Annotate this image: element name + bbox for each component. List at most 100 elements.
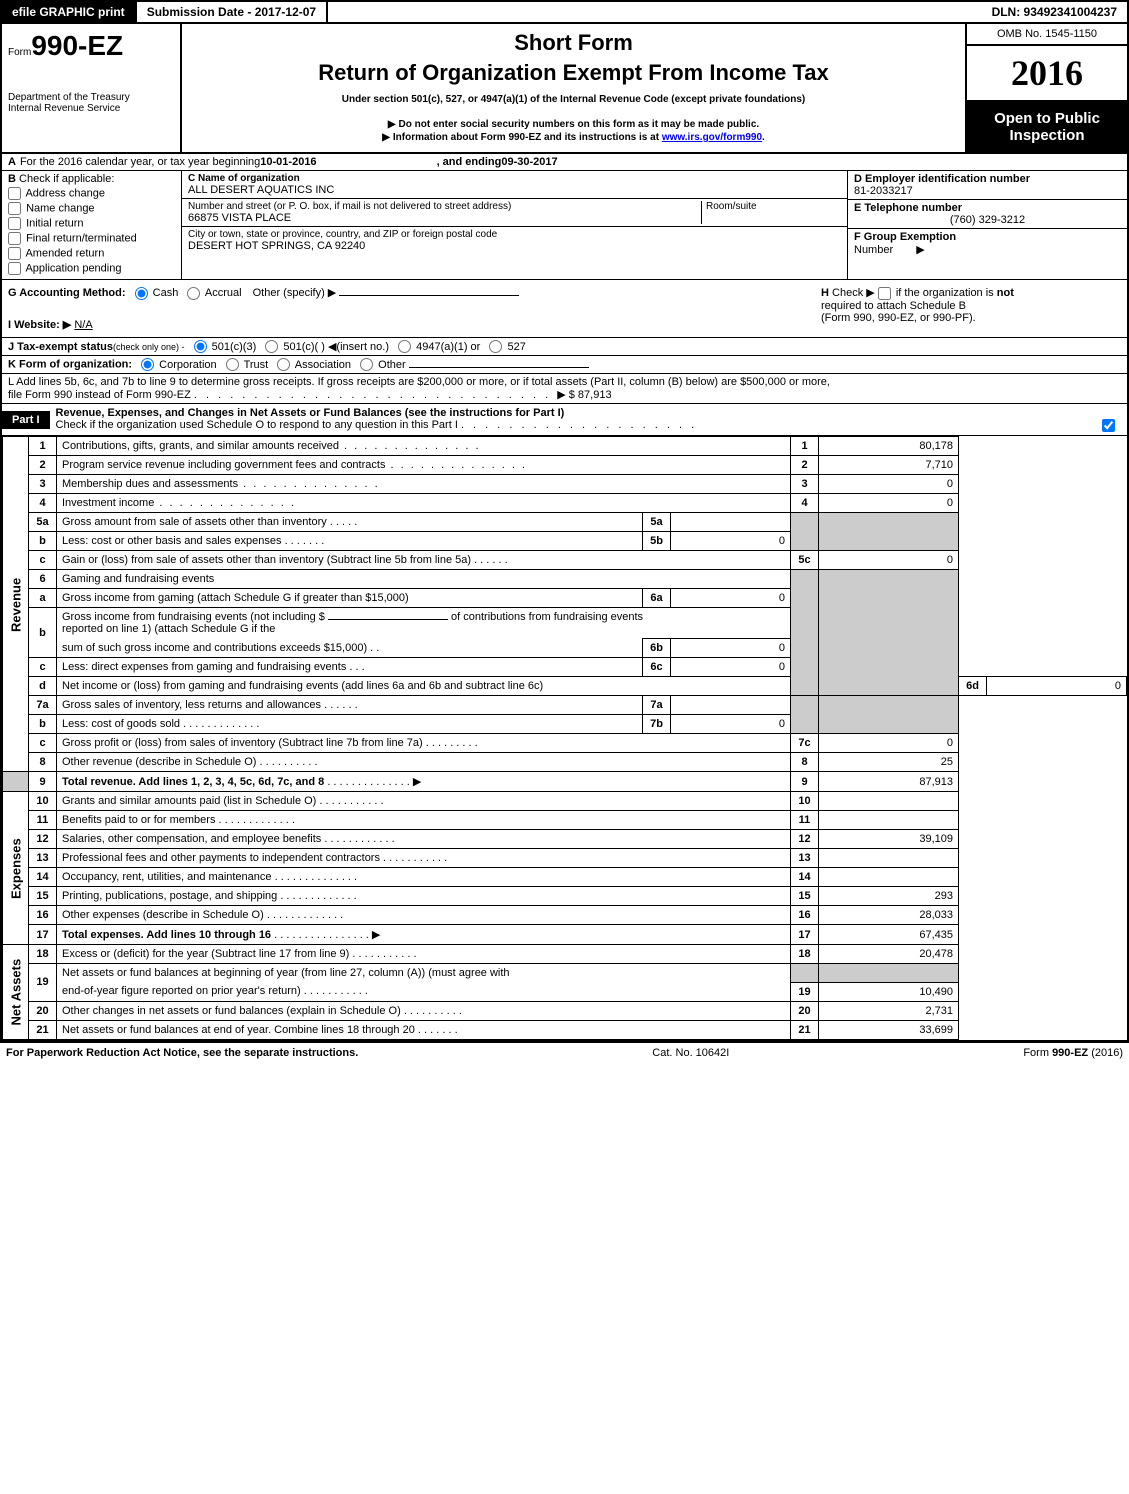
chk-address-change[interactable]: Address change bbox=[8, 187, 175, 200]
chk-initial-return[interactable]: Initial return bbox=[8, 217, 175, 230]
num-10: 10 bbox=[791, 792, 819, 811]
a-pre: For the 2016 calendar year, or tax year … bbox=[20, 156, 260, 168]
section-a: A For the 2016 calendar year, or tax yea… bbox=[2, 152, 1127, 170]
radio-cash[interactable]: Cash bbox=[129, 287, 179, 299]
num-15: 15 bbox=[791, 887, 819, 906]
desc-7a: Gross sales of inventory, less returns a… bbox=[62, 699, 321, 711]
radio-trust[interactable]: Trust bbox=[220, 359, 269, 371]
j-527-label: 527 bbox=[507, 341, 525, 353]
section-gh: G Accounting Method: Cash Accrual Other … bbox=[2, 279, 1127, 337]
desc-5b: Less: cost or other basis and sales expe… bbox=[62, 535, 282, 547]
amt-3: 0 bbox=[819, 475, 959, 494]
footer-form-year: (2016) bbox=[1088, 1047, 1123, 1059]
subval-6a: 0 bbox=[671, 589, 791, 608]
chk-application-pending[interactable]: Application pending bbox=[8, 262, 175, 275]
j-501c3-label: 501(c)(3) bbox=[212, 341, 257, 353]
desc-18: Excess or (deficit) for the year (Subtra… bbox=[62, 948, 349, 960]
ln-6d: d bbox=[29, 677, 57, 696]
ssn-warning-text: Do not enter social security numbers on … bbox=[399, 119, 760, 130]
h-check-label: Check ▶ bbox=[832, 287, 875, 299]
radio-501c3[interactable]: 501(c)(3) bbox=[188, 341, 257, 353]
desc-5c: Gain or (loss) from sale of assets other… bbox=[62, 554, 471, 566]
chk-schedule-o[interactable] bbox=[1102, 419, 1115, 432]
l-amount: ▶ $ 87,913 bbox=[557, 389, 611, 401]
open-line1: Open to Public bbox=[971, 110, 1123, 127]
ln-3: 3 bbox=[29, 475, 57, 494]
chk-final-label: Final return/terminated bbox=[26, 232, 137, 244]
desc-16: Other expenses (describe in Schedule O) bbox=[62, 909, 264, 921]
chk-amended-return[interactable]: Amended return bbox=[8, 247, 175, 260]
header-right: OMB No. 1545-1150 2016 Open to Public In… bbox=[967, 24, 1127, 152]
num-9: 9 bbox=[791, 772, 819, 792]
amt-21: 33,699 bbox=[819, 1020, 959, 1039]
footer-left: For Paperwork Reduction Act Notice, see … bbox=[6, 1047, 358, 1059]
desc-6c: Less: direct expenses from gaming and fu… bbox=[62, 661, 346, 673]
ln-2: 2 bbox=[29, 456, 57, 475]
c-room-label: Room/suite bbox=[706, 201, 841, 212]
tax-year: 2016 bbox=[967, 46, 1127, 102]
ln-15: 15 bbox=[29, 887, 57, 906]
ln-6a: a bbox=[29, 589, 57, 608]
amt-2: 7,710 bbox=[819, 456, 959, 475]
chk-sched-b[interactable] bbox=[878, 287, 891, 300]
subval-7b: 0 bbox=[671, 715, 791, 734]
chk-name-change[interactable]: Name change bbox=[8, 202, 175, 215]
j-501c-label: 501(c)( ) ◀(insert no.) bbox=[283, 341, 389, 353]
amt-4: 0 bbox=[819, 494, 959, 513]
num-19: 19 bbox=[791, 982, 819, 1001]
num-13: 13 bbox=[791, 849, 819, 868]
radio-corp[interactable]: Corporation bbox=[135, 359, 217, 371]
num-8: 8 bbox=[791, 753, 819, 772]
radio-4947[interactable]: 4947(a)(1) or bbox=[392, 341, 480, 353]
omb-number: OMB No. 1545-1150 bbox=[967, 24, 1127, 46]
g-cash-label: Cash bbox=[153, 287, 179, 299]
part1-header: Part I Revenue, Expenses, and Changes in… bbox=[2, 404, 1127, 436]
radio-accrual[interactable]: Accrual bbox=[181, 287, 241, 299]
form-number: 990-EZ bbox=[31, 30, 123, 61]
ln-5c: c bbox=[29, 551, 57, 570]
ein: 81-2033217 bbox=[854, 185, 1121, 197]
chk-final-return[interactable]: Final return/terminated bbox=[8, 232, 175, 245]
org-street: 66875 VISTA PLACE bbox=[188, 212, 701, 224]
desc-6b-2: of contributions from fundraising events bbox=[451, 611, 643, 623]
f-arrow-icon: ▶ bbox=[916, 244, 924, 256]
ln-5b: b bbox=[29, 532, 57, 551]
header: Form990-EZ Department of the Treasury In… bbox=[2, 24, 1127, 152]
chk-initial-label: Initial return bbox=[26, 217, 83, 229]
desc-6a: Gross income from gaming (attach Schedul… bbox=[57, 589, 643, 608]
k-assoc-label: Association bbox=[295, 359, 351, 371]
ssn-warning: Do not enter social security numbers on … bbox=[192, 119, 955, 130]
footer-cat: Cat. No. 10642I bbox=[358, 1047, 1023, 1059]
desc-2: Program service revenue including govern… bbox=[62, 459, 385, 471]
h-form990: (Form 990, 990-EZ, or 990-PF). bbox=[821, 312, 976, 324]
subln-6b: 6b bbox=[643, 639, 671, 658]
f-label2: Number bbox=[854, 244, 893, 256]
num-2: 2 bbox=[791, 456, 819, 475]
h-sched-b: required to attach Schedule B bbox=[821, 300, 966, 312]
instructions-link[interactable]: www.irs.gov/form990 bbox=[662, 132, 762, 143]
return-title: Return of Organization Exempt From Incom… bbox=[192, 60, 955, 86]
ln-18: 18 bbox=[29, 945, 57, 964]
num-11: 11 bbox=[791, 811, 819, 830]
footer-right: Form 990-EZ (2016) bbox=[1023, 1047, 1123, 1059]
desc-3: Membership dues and assessments bbox=[62, 478, 238, 490]
part1-check-text: Check if the organization used Schedule … bbox=[56, 419, 458, 431]
num-4: 4 bbox=[791, 494, 819, 513]
form-id-box: Form990-EZ Department of the Treasury In… bbox=[2, 24, 182, 152]
ln-13: 13 bbox=[29, 849, 57, 868]
e-label: E Telephone number bbox=[854, 202, 1121, 214]
num-18: 18 bbox=[791, 945, 819, 964]
subln-7b: 7b bbox=[643, 715, 671, 734]
chk-amended-label: Amended return bbox=[25, 247, 104, 259]
radio-other[interactable]: Other bbox=[354, 359, 406, 371]
desc-6: Gaming and fundraising events bbox=[57, 570, 791, 589]
h-not: not bbox=[997, 287, 1014, 299]
ln-14: 14 bbox=[29, 868, 57, 887]
amt-8: 25 bbox=[819, 753, 959, 772]
ln-19: 19 bbox=[29, 964, 57, 1002]
radio-501c[interactable]: 501(c)( ) ◀(insert no.) bbox=[259, 341, 389, 353]
radio-527[interactable]: 527 bbox=[483, 341, 525, 353]
efile-print-button[interactable]: efile GRAPHIC print bbox=[2, 2, 137, 22]
amt-19: 10,490 bbox=[819, 982, 959, 1001]
radio-assoc[interactable]: Association bbox=[271, 359, 351, 371]
